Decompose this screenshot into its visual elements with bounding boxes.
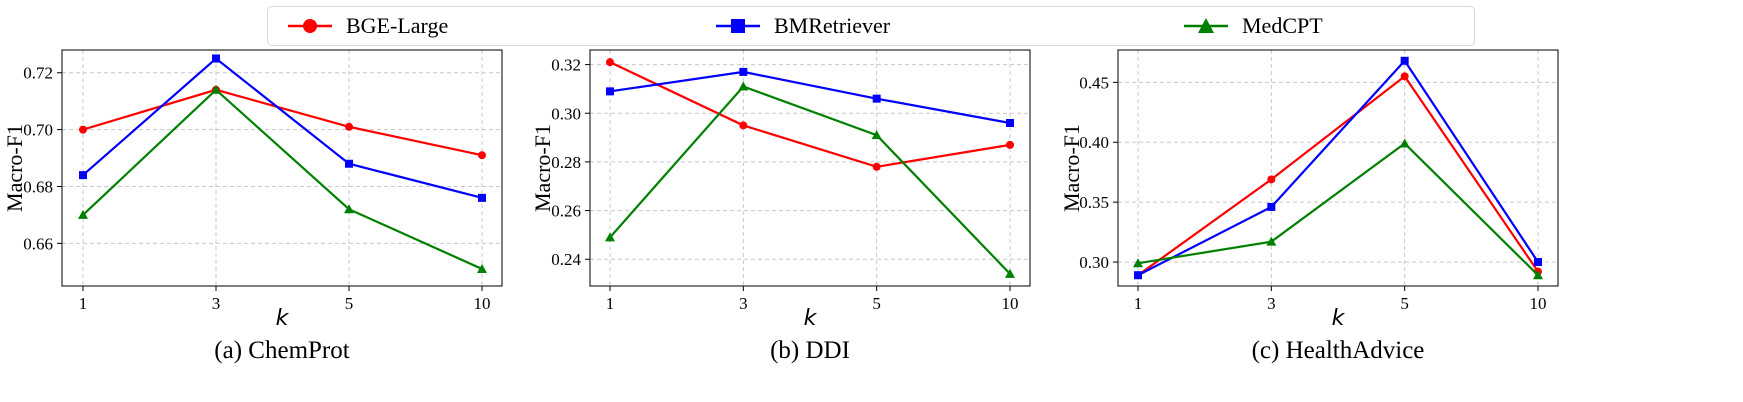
legend-item-bmretriever: BMRetriever bbox=[716, 7, 890, 45]
panel1-ytick-label-1: 0.68 bbox=[23, 177, 53, 196]
panel2-xtick-label-3: 10 bbox=[1002, 294, 1019, 313]
legend-item-bge-large: BGE-Large bbox=[288, 7, 448, 45]
panel1-ytick-label-3: 0.72 bbox=[23, 64, 53, 83]
panel1-ylabel: Macro-F1 bbox=[2, 124, 27, 212]
legend-label-bge-large: BGE-Large bbox=[346, 13, 449, 38]
panel2-point-medcpt-2 bbox=[871, 130, 882, 140]
legend-marker-medcpt bbox=[1184, 18, 1228, 33]
panel2-ytick-label-0: 0.24 bbox=[551, 250, 581, 269]
panel2-point-bge-large-2 bbox=[872, 162, 881, 171]
panel1-point-bge-large-2 bbox=[345, 122, 353, 131]
legend-marker-bge-large bbox=[288, 19, 332, 33]
panel1-point-bge-large-0 bbox=[79, 125, 87, 134]
panel1-caption: (a) ChemProt bbox=[214, 337, 349, 364]
panel1-point-bge-large-3 bbox=[478, 151, 486, 160]
legend-label-medcpt: MedCPT bbox=[1242, 13, 1323, 38]
panel2-line-bmretriever bbox=[609, 70, 1011, 125]
panel3-point-bmretriever-2 bbox=[1400, 56, 1409, 65]
panel3-caption: (c) HealthAdvice bbox=[1252, 337, 1425, 364]
panel2-point-bge-large-3 bbox=[1006, 140, 1014, 149]
panel2-xtick-label-0: 1 bbox=[606, 294, 615, 313]
panel3-xlabel: k bbox=[1332, 306, 1346, 331]
panel3-point-bmretriever-0 bbox=[1134, 271, 1142, 280]
panel1-line-bge-large bbox=[82, 88, 483, 157]
panel1-point-bmretriever-3 bbox=[478, 193, 486, 202]
panel1-point-medcpt-1 bbox=[211, 84, 221, 94]
panel2-axes-frame bbox=[589, 49, 1031, 287]
panel2-ytick-label-1: 0.26 bbox=[551, 202, 581, 221]
panel3-point-medcpt-2 bbox=[1399, 138, 1410, 148]
panel3-point-medcpt-1 bbox=[1266, 236, 1277, 246]
panel3-xtick-label-3: 10 bbox=[1530, 294, 1547, 313]
panel3-point-bmretriever-1 bbox=[1267, 202, 1276, 211]
panel3-ytick-label-3: 0.45 bbox=[1079, 73, 1109, 92]
panel2-caption: (b) DDI bbox=[770, 337, 850, 364]
panel3-point-bmretriever-3 bbox=[1534, 258, 1542, 267]
panel2-point-bge-large-1 bbox=[739, 121, 748, 130]
panel2-point-medcpt-3 bbox=[1005, 268, 1015, 278]
panel3-ylabel: Macro-F1 bbox=[1059, 124, 1084, 212]
panel3-xtick-label-0: 1 bbox=[1134, 294, 1143, 313]
panel2-point-bmretriever-0 bbox=[606, 87, 614, 96]
panel1-point-medcpt-3 bbox=[477, 263, 487, 273]
panel3-axes-frame bbox=[1117, 49, 1559, 287]
panel2-point-bmretriever-1 bbox=[739, 67, 748, 76]
panel1-xtick-label-1: 3 bbox=[212, 294, 221, 313]
panel1-point-medcpt-2 bbox=[344, 204, 354, 214]
panel2-line-bge-large bbox=[609, 61, 1011, 168]
panel3-ytick-label-2: 0.40 bbox=[1079, 133, 1109, 152]
panel1-axes-frame bbox=[61, 49, 503, 287]
panel2-point-bmretriever-3 bbox=[1006, 118, 1014, 127]
panel2-ytick-label-3: 0.30 bbox=[551, 104, 581, 123]
panel1-point-bmretriever-0 bbox=[79, 171, 87, 180]
panel3-ytick-label-0: 0.30 bbox=[1079, 253, 1109, 272]
legend-label-bmretriever: BMRetriever bbox=[774, 13, 891, 38]
panel1-xtick-label-2: 5 bbox=[345, 294, 354, 313]
panel2-point-medcpt-0 bbox=[605, 232, 615, 242]
panel1-line-medcpt bbox=[82, 88, 483, 270]
panel2-point-bmretriever-2 bbox=[872, 94, 881, 103]
legend-item-medcpt: MedCPT bbox=[1184, 7, 1323, 45]
panel3-point-medcpt-0 bbox=[1133, 258, 1143, 268]
panel1-line-bmretriever bbox=[82, 57, 483, 199]
panel3-line-bmretriever bbox=[1137, 58, 1539, 277]
panel2-xtick-label-1: 3 bbox=[739, 294, 748, 313]
panel1-point-bmretriever-1 bbox=[212, 54, 220, 63]
panel2-point-bge-large-0 bbox=[606, 58, 614, 67]
panel2-ytick-label-4: 0.32 bbox=[551, 56, 581, 75]
panel1-xtick-label-3: 10 bbox=[474, 294, 491, 313]
panel3-line-bge-large bbox=[1137, 74, 1539, 277]
panel2-xtick-label-2: 5 bbox=[872, 294, 881, 313]
panel2-xlabel: k bbox=[804, 306, 818, 331]
panel3-point-bge-large-2 bbox=[1400, 72, 1409, 81]
panel2-ytick-label-2: 0.28 bbox=[551, 153, 581, 172]
panel1-point-medcpt-0 bbox=[78, 209, 88, 219]
panel3-point-medcpt-3 bbox=[1533, 270, 1543, 280]
panel2-ylabel: Macro-F1 bbox=[530, 124, 555, 212]
panel1-xlabel: k bbox=[276, 306, 290, 331]
panel1-xtick-label-0: 1 bbox=[79, 294, 88, 313]
panel1-ytick-label-0: 0.66 bbox=[23, 234, 53, 253]
panel1-point-bmretriever-2 bbox=[345, 159, 353, 168]
panel3-ytick-label-1: 0.35 bbox=[1079, 193, 1109, 212]
chart-legend: BGE-Large BMRetriever MedCPT bbox=[267, 6, 1475, 46]
panel3-xtick-label-1: 3 bbox=[1267, 294, 1276, 313]
panel3-xtick-label-2: 5 bbox=[1400, 294, 1409, 313]
panel2-point-medcpt-1 bbox=[738, 81, 749, 91]
legend-marker-bmretriever bbox=[716, 19, 760, 33]
panel1-ytick-label-2: 0.70 bbox=[23, 121, 53, 140]
panel3-line-medcpt bbox=[1137, 141, 1539, 277]
panel2-line-medcpt bbox=[609, 85, 1011, 275]
panel3-point-bge-large-1 bbox=[1267, 175, 1276, 184]
